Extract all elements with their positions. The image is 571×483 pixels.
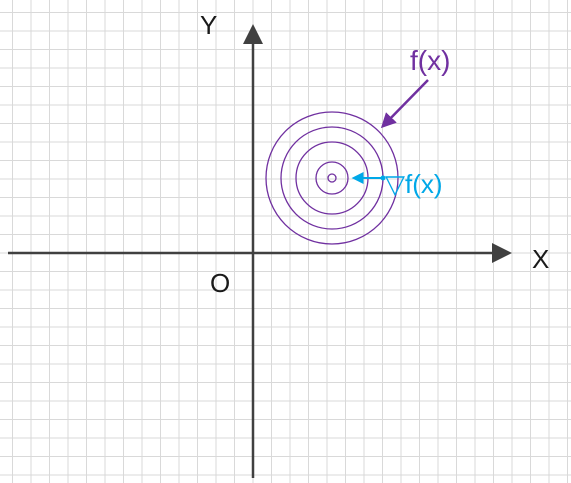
contour-circle [327,173,337,183]
function-label: f(x) [410,45,450,76]
gradient-arrow-tail-dot [380,175,386,181]
x-axis-label: X [532,244,549,274]
contour-lines [265,111,399,245]
function-pointer-arrow [380,79,429,129]
contour-circle [265,111,399,245]
gradient-label: ▽f(x) [385,169,443,199]
contour-circle [315,161,349,195]
origin-label: O [210,268,230,298]
y-axis-label: Y [200,10,217,40]
